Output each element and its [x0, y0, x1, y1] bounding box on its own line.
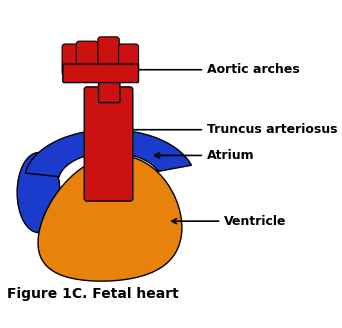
FancyBboxPatch shape [84, 87, 133, 201]
FancyBboxPatch shape [119, 44, 139, 74]
Text: Figure 1C. Fetal heart: Figure 1C. Fetal heart [7, 287, 179, 301]
Ellipse shape [17, 153, 60, 233]
PathPatch shape [25, 130, 192, 177]
FancyBboxPatch shape [62, 44, 83, 75]
FancyBboxPatch shape [98, 66, 120, 103]
FancyBboxPatch shape [98, 37, 119, 71]
Text: Aortic arches: Aortic arches [132, 63, 300, 76]
FancyBboxPatch shape [76, 41, 98, 70]
PathPatch shape [38, 155, 182, 281]
FancyBboxPatch shape [63, 64, 139, 83]
Text: Ventricle: Ventricle [172, 215, 287, 228]
Text: Atrium: Atrium [155, 149, 255, 162]
Text: Truncus arteriosus: Truncus arteriosus [115, 123, 338, 136]
